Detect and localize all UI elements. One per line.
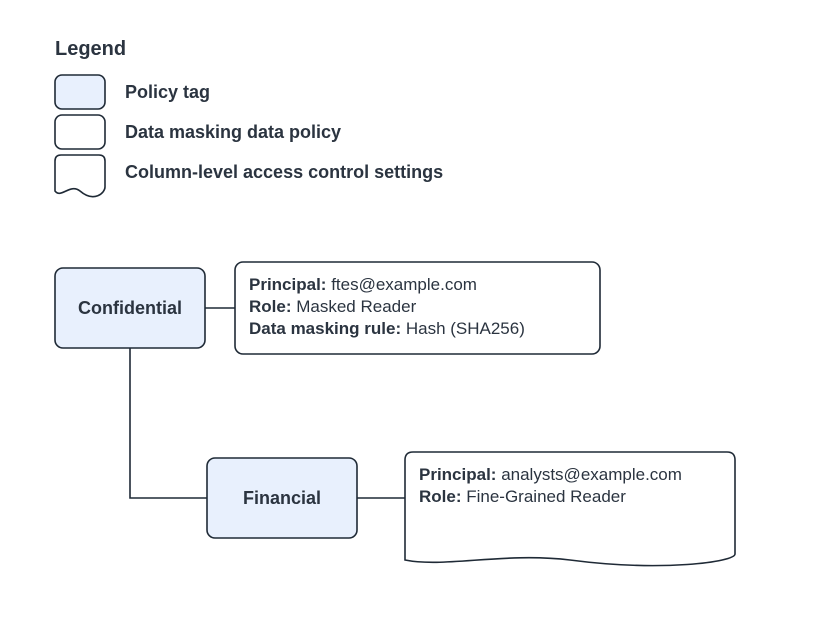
node-financial_clacs: Principal: analysts@example.com Role: Fin… <box>405 452 735 566</box>
confidential-label: Confidential <box>78 298 182 318</box>
edge-confidential-financial <box>130 348 207 498</box>
legend-label-data-policy: Data masking data policy <box>125 122 341 142</box>
confidential_policy-field-2: Data masking rule: Hash (SHA256) <box>249 319 525 338</box>
legend: Legend Policy tag Data masking data policy… <box>55 38 443 197</box>
legend-label-policy-tag: Policy tag <box>125 82 210 102</box>
financial-label: Financial <box>243 488 321 508</box>
confidential_policy-field-1: Role: Masked Reader <box>249 297 417 316</box>
legend-swatch-data-policy <box>55 115 105 149</box>
legend-title: Legend <box>55 38 126 60</box>
diagram-canvas: Legend Policy tag Data masking data policy… <box>0 0 820 640</box>
legend-label-clacs: Column-level access control settings <box>125 162 443 182</box>
node-confidential: Confidential <box>55 268 205 348</box>
financial_clacs-field-0: Principal: analysts@example.com <box>419 465 682 484</box>
node-confidential_policy: Principal: ftes@example.com Role: Masked … <box>235 262 600 354</box>
legend-swatch-policy-tag <box>55 75 105 109</box>
confidential_policy-field-0: Principal: ftes@example.com <box>249 275 477 294</box>
financial_clacs-field-1: Role: Fine-Grained Reader <box>419 487 626 506</box>
legend-swatch-clacs <box>55 155 105 197</box>
node-financial: Financial <box>207 458 357 538</box>
